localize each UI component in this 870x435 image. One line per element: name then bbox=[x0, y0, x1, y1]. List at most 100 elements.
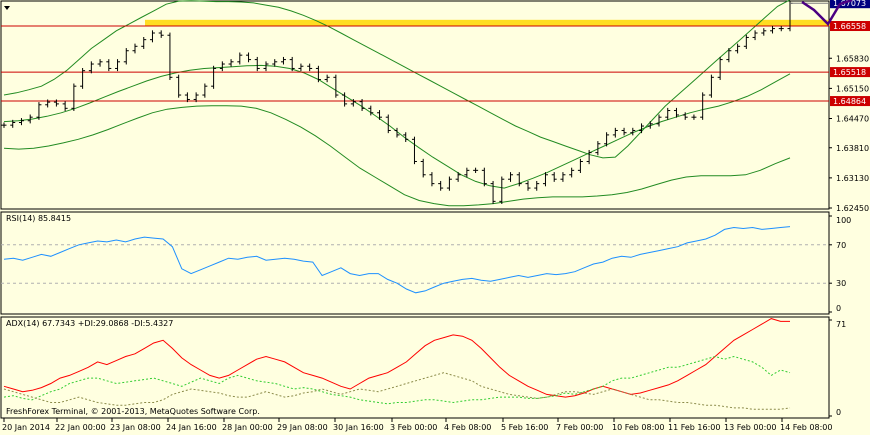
adx-panel[interactable]: 71 0 bbox=[3, 318, 846, 417]
ohlc-bar[interactable] bbox=[621, 127, 627, 136]
chevron-down-icon[interactable] bbox=[4, 6, 10, 10]
ohlc-bar[interactable] bbox=[429, 172, 435, 187]
ohlc-bar[interactable] bbox=[289, 56, 295, 72]
ohlc-bar[interactable] bbox=[123, 48, 129, 65]
ohlc-bar[interactable] bbox=[1, 122, 7, 128]
trend-arrow[interactable] bbox=[801, 0, 853, 27]
ohlc-bar[interactable] bbox=[691, 114, 697, 120]
ohlc-bar[interactable] bbox=[272, 59, 278, 67]
ohlc-bar[interactable] bbox=[315, 65, 321, 83]
ohlc-bar[interactable] bbox=[62, 101, 68, 111]
ohlc-bar[interactable] bbox=[612, 127, 618, 138]
ohlc-bar[interactable] bbox=[726, 48, 732, 63]
ohlc-bar[interactable] bbox=[333, 74, 339, 98]
ohlc-bar[interactable] bbox=[455, 172, 461, 182]
ohlc-bar[interactable] bbox=[342, 92, 348, 107]
rsi-series-line[interactable] bbox=[3, 226, 791, 294]
ohlc-bar[interactable] bbox=[673, 107, 679, 118]
ohlc-bar[interactable] bbox=[324, 74, 330, 83]
rsi-panel[interactable]: 100 70 30 0 bbox=[1, 215, 851, 313]
ohlc-bar[interactable] bbox=[53, 99, 59, 107]
ohlc-bar[interactable] bbox=[569, 167, 575, 178]
ohlc-bar[interactable] bbox=[219, 61, 225, 72]
ohlc-bar[interactable] bbox=[368, 105, 374, 116]
ohlc-bar[interactable] bbox=[534, 180, 540, 191]
ohlc-bar[interactable] bbox=[193, 92, 199, 103]
ohlc-bar[interactable] bbox=[438, 180, 444, 191]
ohlc-bar[interactable] bbox=[525, 180, 531, 191]
ohlc-bar[interactable] bbox=[280, 56, 286, 65]
ohlc-bar[interactable] bbox=[508, 172, 514, 182]
ohlc-bar[interactable] bbox=[787, 0, 793, 32]
ohlc-bar[interactable] bbox=[770, 25, 776, 34]
ohlc-bar[interactable] bbox=[106, 59, 112, 72]
adx-series-line[interactable] bbox=[3, 372, 791, 410]
ohlc-bar[interactable] bbox=[10, 119, 16, 128]
adx-series-line[interactable] bbox=[3, 318, 790, 398]
ohlc-bar[interactable] bbox=[735, 43, 741, 54]
ohlc-bar[interactable] bbox=[385, 114, 391, 134]
ohlc-bar[interactable] bbox=[80, 68, 86, 89]
ohlc-bar[interactable] bbox=[263, 61, 269, 72]
ohlc-bar[interactable] bbox=[18, 118, 24, 126]
ohlc-bar[interactable] bbox=[202, 83, 208, 98]
ohlc-bar[interactable] bbox=[88, 61, 94, 74]
ohlc-bar[interactable] bbox=[158, 30, 164, 38]
ohlc-bar[interactable] bbox=[377, 110, 383, 120]
ohlc-bar[interactable] bbox=[481, 167, 487, 187]
ohlc-bar[interactable] bbox=[132, 43, 138, 54]
ohlc-bar[interactable] bbox=[490, 180, 496, 205]
ohlc-bar[interactable] bbox=[446, 176, 452, 191]
ohlc-bar[interactable] bbox=[298, 63, 304, 72]
ohlc-bar[interactable] bbox=[752, 30, 758, 41]
ohlc-bar[interactable] bbox=[551, 172, 557, 182]
ohlc-bar[interactable] bbox=[577, 158, 583, 174]
ohlc-bar[interactable] bbox=[176, 74, 182, 98]
ohlc-bar[interactable] bbox=[97, 59, 103, 67]
adx-series-line[interactable] bbox=[3, 355, 791, 405]
ohlc-bar[interactable] bbox=[647, 121, 653, 129]
ohlc-bar[interactable] bbox=[71, 83, 77, 111]
ohlc-bar[interactable] bbox=[630, 127, 636, 136]
ohlc-bar[interactable] bbox=[36, 102, 42, 120]
ohlc-bar[interactable] bbox=[499, 176, 505, 205]
ohlc-bar[interactable] bbox=[682, 112, 688, 120]
ohlc-bar[interactable] bbox=[542, 172, 548, 187]
ohlc-bar[interactable] bbox=[656, 114, 662, 127]
ohlc-bar[interactable] bbox=[307, 63, 313, 72]
ohlc-bar[interactable] bbox=[211, 65, 217, 89]
ohlc-bar[interactable] bbox=[560, 172, 566, 182]
ohlc-bar[interactable] bbox=[141, 36, 147, 49]
ohlc-bar[interactable] bbox=[700, 92, 706, 120]
ohlc-bar[interactable] bbox=[359, 99, 365, 111]
ohlc-bar[interactable] bbox=[254, 56, 260, 72]
ohlc-bar[interactable] bbox=[184, 92, 190, 103]
ohlc-bar[interactable] bbox=[473, 167, 479, 174]
ohlc-bar[interactable] bbox=[411, 136, 417, 165]
ohlc-bar[interactable] bbox=[761, 28, 767, 36]
ohlc-bar[interactable] bbox=[595, 141, 601, 156]
ohlc-bar[interactable] bbox=[464, 167, 470, 178]
ohlc-bar[interactable] bbox=[149, 30, 155, 43]
ohlc-bar[interactable] bbox=[394, 127, 400, 138]
ohlc-bar[interactable] bbox=[246, 52, 252, 63]
ohlc-bar[interactable] bbox=[228, 59, 234, 67]
ohlc-bar[interactable] bbox=[167, 32, 173, 80]
ohlc-bar[interactable] bbox=[237, 52, 243, 65]
ohlc-bar[interactable] bbox=[778, 25, 784, 32]
ohlc-bar[interactable] bbox=[27, 114, 33, 124]
ohlc-bar[interactable] bbox=[717, 56, 723, 80]
ohlc-bar[interactable] bbox=[586, 149, 592, 165]
ohlc-bar[interactable] bbox=[403, 132, 409, 142]
ohlc-bar[interactable] bbox=[665, 107, 671, 120]
ohlc-bar[interactable] bbox=[115, 59, 121, 72]
ohlc-bar[interactable] bbox=[420, 158, 426, 178]
ohlc-bar[interactable] bbox=[604, 132, 610, 147]
ohlc-bar[interactable] bbox=[45, 99, 51, 108]
ohlc-bar[interactable] bbox=[639, 123, 645, 134]
ohlc-bar[interactable] bbox=[350, 99, 356, 107]
ohlc-bar[interactable] bbox=[708, 74, 714, 98]
ohlc-bar[interactable] bbox=[743, 34, 749, 49]
price-panel[interactable]: 1.66558 1.65518 1.64864 1.67073 1.65830 1.651… bbox=[1, 0, 870, 213]
